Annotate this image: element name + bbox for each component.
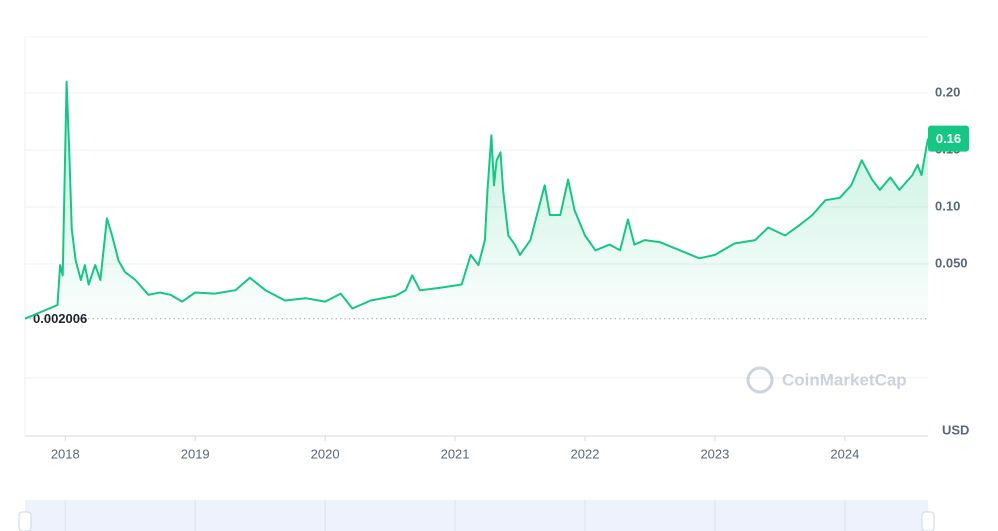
area-fill	[25, 81, 928, 319]
y-tick-label: 0.20	[935, 84, 960, 99]
navigator-handle-left[interactable]	[18, 511, 32, 531]
currency-label: USD	[942, 422, 969, 437]
watermark-text: CoinMarketCap	[782, 370, 907, 389]
navigator-handle-right[interactable]	[921, 511, 935, 531]
watermark: CoinMarketCap	[746, 366, 907, 394]
x-tick-label: 2020	[311, 446, 340, 461]
current-price-label: 0.16	[936, 131, 961, 146]
y-tick-label: 0.10	[935, 198, 960, 213]
current-price-box	[928, 125, 969, 152]
watermark-logo	[746, 366, 774, 394]
price-line	[24, 80, 929, 320]
x-tick-label: 2024	[830, 446, 859, 461]
x-tick-label: 2022	[571, 446, 600, 461]
x-tick-label: 2018	[51, 446, 80, 461]
y-tick-label: 0.050	[935, 255, 968, 270]
navigator[interactable]	[18, 500, 935, 531]
x-tick-label: 2023	[700, 446, 729, 461]
x-tick-label: 2021	[441, 446, 470, 461]
x-tick-label: 2019	[181, 446, 210, 461]
navigator-track[interactable]	[25, 500, 928, 531]
